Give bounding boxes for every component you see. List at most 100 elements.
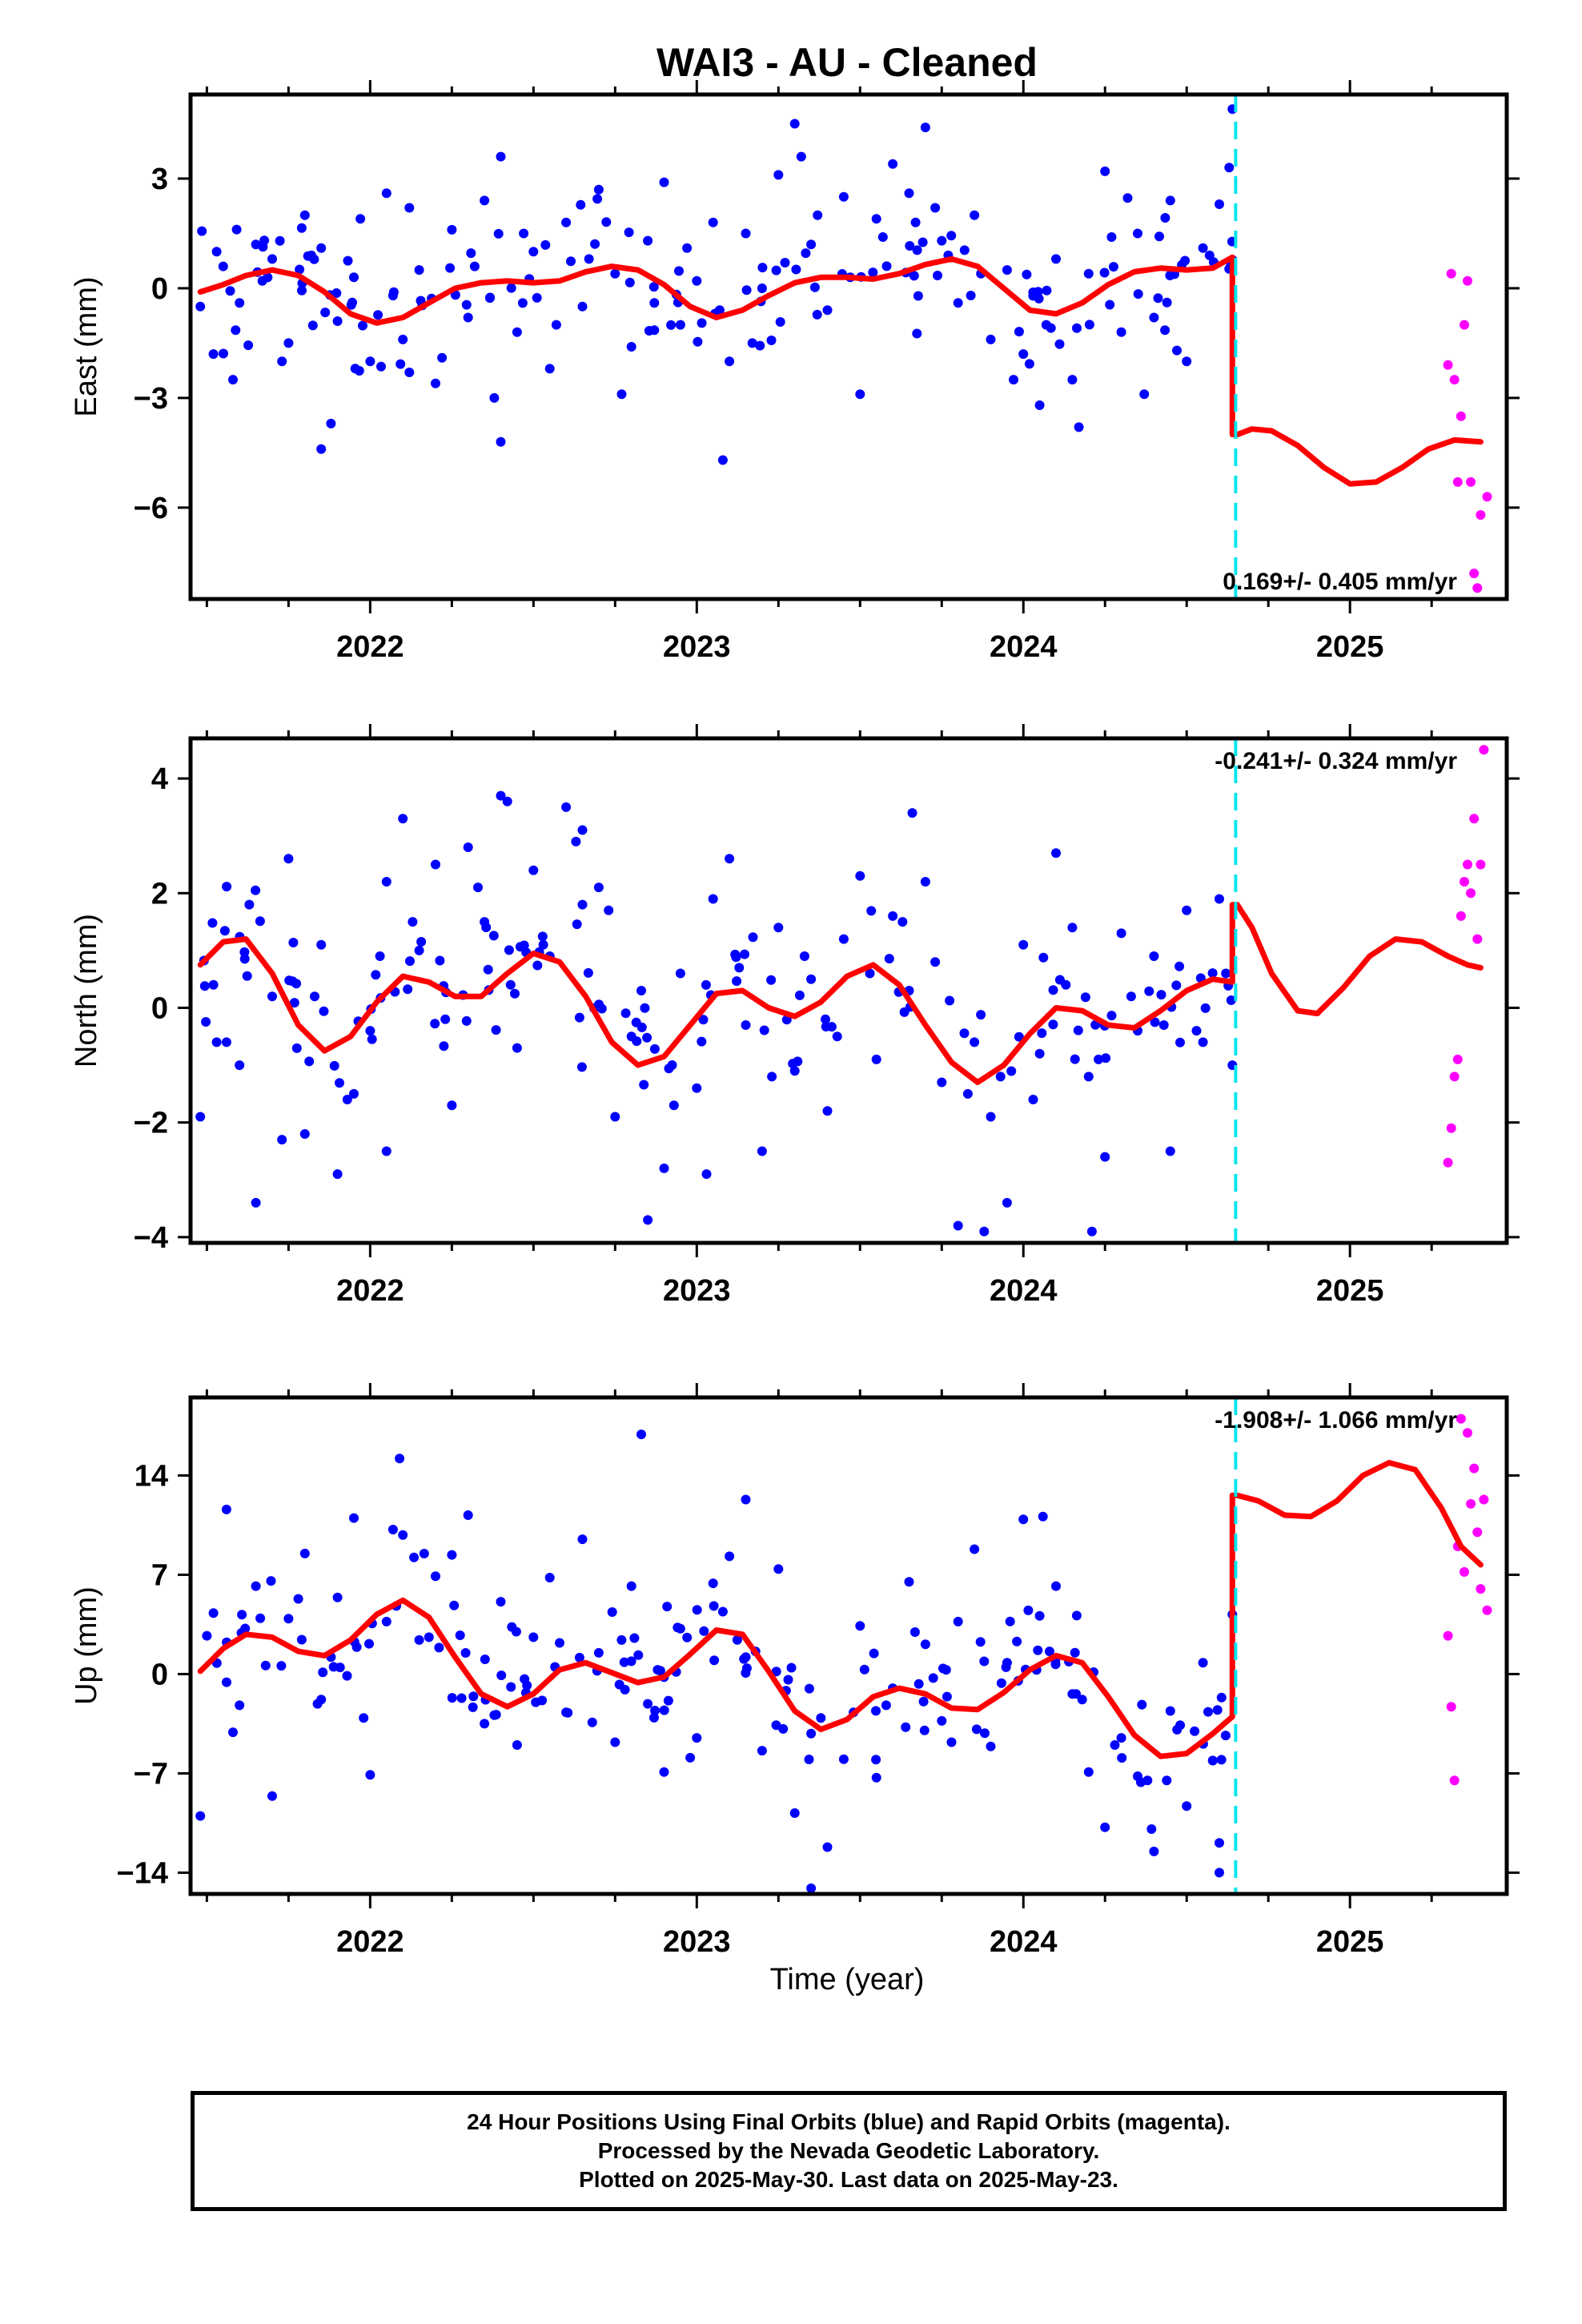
north-final-point [416,937,427,947]
north-final-point [1171,980,1182,991]
up-final-point [1175,1720,1186,1731]
east-final-point [532,292,542,303]
north-final-point [821,1014,830,1024]
north-final-point [483,964,493,975]
north-final-point [930,957,941,967]
east-final-point [812,309,822,320]
up-final-point [869,1648,879,1659]
east-final-point [387,291,398,301]
north-plot-area [195,745,1489,1236]
up-final-point [1070,1647,1080,1658]
east-final-point [381,188,391,199]
north-final-point [822,1106,833,1116]
north-y-tick-label: 0 [151,991,168,1025]
east-final-point [682,243,693,253]
east-final-point [708,217,718,227]
up-final-point [741,1494,751,1505]
east-final-point [1034,400,1045,410]
up-final-point [1190,1726,1200,1736]
north-final-point [299,1129,310,1139]
up-rapid-point [1463,1428,1472,1438]
north-final-point [1174,961,1185,971]
east-final-point [1106,232,1117,242]
north-final-point [571,836,581,846]
up-final-point [1146,1824,1157,1834]
north-final-point [365,1026,375,1036]
up-final-point [685,1752,696,1763]
up-final-point [771,1667,781,1677]
up-final-point [986,1741,996,1751]
up-final-point [1182,1801,1192,1811]
east-final-point [496,151,506,162]
east-final-point [231,325,241,336]
east-final-point [1182,356,1192,367]
north-final-point [537,931,548,942]
up-final-point [1212,1705,1223,1715]
up-final-point [468,1702,478,1712]
east-final-point [741,228,751,239]
east-final-point [544,364,555,374]
east-final-point [601,217,612,227]
up-final-point [414,1634,424,1645]
north-x-tick-label: 2024 [990,1274,1058,1308]
up-final-point [522,1680,532,1691]
up-rate-label: -1.908+/- 1.066 mm/yr [1215,1407,1457,1433]
north-final-point [838,934,849,944]
up-final-point [633,1650,644,1660]
north-final-point [502,796,512,806]
east-final-point [917,237,928,247]
north-final-point [701,979,711,990]
east-final-point [350,364,360,374]
east-final-point [235,298,245,308]
east-final-point [1067,375,1078,385]
up-final-point [659,1767,669,1777]
up-final-point [901,1722,911,1732]
east-final-point [306,250,316,260]
north-final-point [748,932,758,943]
north-final-point [1150,1017,1160,1027]
up-final-point [971,1724,982,1735]
up-final-point [838,1754,849,1764]
east-final-point [496,436,506,447]
east-rapid-point [1443,360,1453,370]
east-final-point [1018,349,1029,360]
north-final-point [593,883,604,893]
up-final-point [979,1656,990,1667]
up-final-point [480,1719,490,1729]
east-rapid-point [1466,476,1476,487]
east-final-point [519,228,529,239]
east-final-point [1162,297,1172,308]
north-final-point [287,976,298,987]
east-rate-label: 0.169+/- 0.405 mm/yr [1223,569,1457,595]
north-final-point [1067,923,1078,933]
east-rapid-point [1469,569,1480,578]
up-final-point [709,1655,720,1666]
up-final-point [365,1770,375,1780]
east-final-point [307,320,318,331]
east-final-point [1139,389,1150,400]
east-final-point [590,239,600,249]
up-plot-area [195,1413,1492,1893]
east-final-point [358,320,367,331]
north-final-point [239,947,250,957]
east-final-point [666,320,677,330]
north-final-point [799,951,809,961]
up-final-point [786,1663,797,1673]
east-final-point [316,243,327,253]
north-model-line [197,902,1484,1085]
north-final-point [251,885,261,895]
north-final-point [1083,1072,1094,1082]
north-final-point [201,1017,211,1027]
east-final-point [626,342,636,352]
north-final-point [222,882,232,892]
north-final-point [408,917,418,927]
east-final-point [211,247,222,257]
north-final-point [732,976,742,987]
north-rapid-point [1456,911,1466,921]
up-final-point [283,1614,294,1624]
north-final-point [945,995,955,1006]
up-final-point [555,1638,564,1648]
east-final-point [1160,325,1170,336]
east-final-point [218,261,228,271]
north-final-point [1028,1095,1038,1104]
